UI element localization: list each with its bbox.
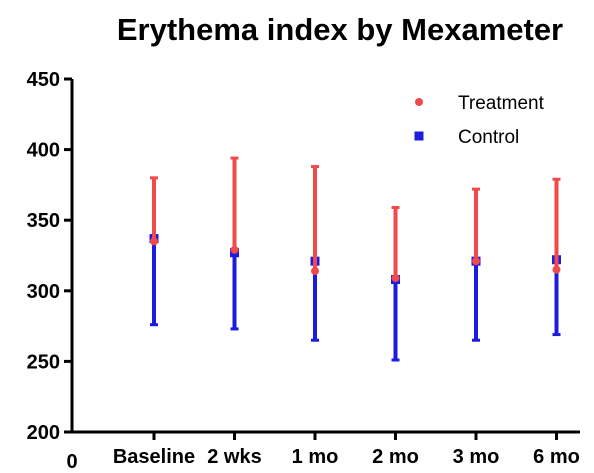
x-ticks: 0 Baseline 2 wks 1 mo 2 mo 3 mo 6 mo: [66, 432, 580, 473]
y-tick-label-400: 400: [27, 140, 60, 162]
treatment-point-0: [150, 237, 158, 246]
treatment-point-4: [472, 257, 480, 266]
legend: Treatment Control: [414, 93, 545, 148]
y-tick-label-300: 300: [27, 281, 60, 303]
chart-title: Erythema index by Mexameter: [117, 12, 563, 47]
x-tick-label-3: 2 mo: [372, 446, 419, 468]
treatment-point-5: [552, 265, 561, 274]
treatment-point-1: [230, 245, 239, 254]
x-tick-label-1: 2 wks: [207, 446, 261, 468]
x-tick-label-5: 6 mo: [533, 446, 580, 468]
x-tick-label-0: Baseline: [113, 446, 195, 468]
x-origin-label: 0: [66, 451, 77, 473]
legend-marker-treatment: [415, 98, 423, 106]
y-tick-label-450: 450: [27, 69, 60, 91]
y-tick-label-200: 200: [27, 422, 60, 444]
y-tick-label-250: 250: [27, 351, 60, 373]
treatment-point-2: [311, 267, 319, 276]
legend-label-control: Control: [458, 127, 519, 148]
series-layer: [149, 156, 561, 362]
x-tick-label-2: 1 mo: [292, 446, 339, 468]
y-ticks: 200 250 300 350 400 450: [27, 69, 72, 444]
treatment-point-3: [391, 274, 400, 283]
y-tick-label-350: 350: [27, 210, 60, 232]
legend-marker-control: [414, 131, 424, 141]
legend-label-treatment: Treatment: [458, 93, 545, 114]
x-tick-label-4: 3 mo: [453, 446, 500, 468]
